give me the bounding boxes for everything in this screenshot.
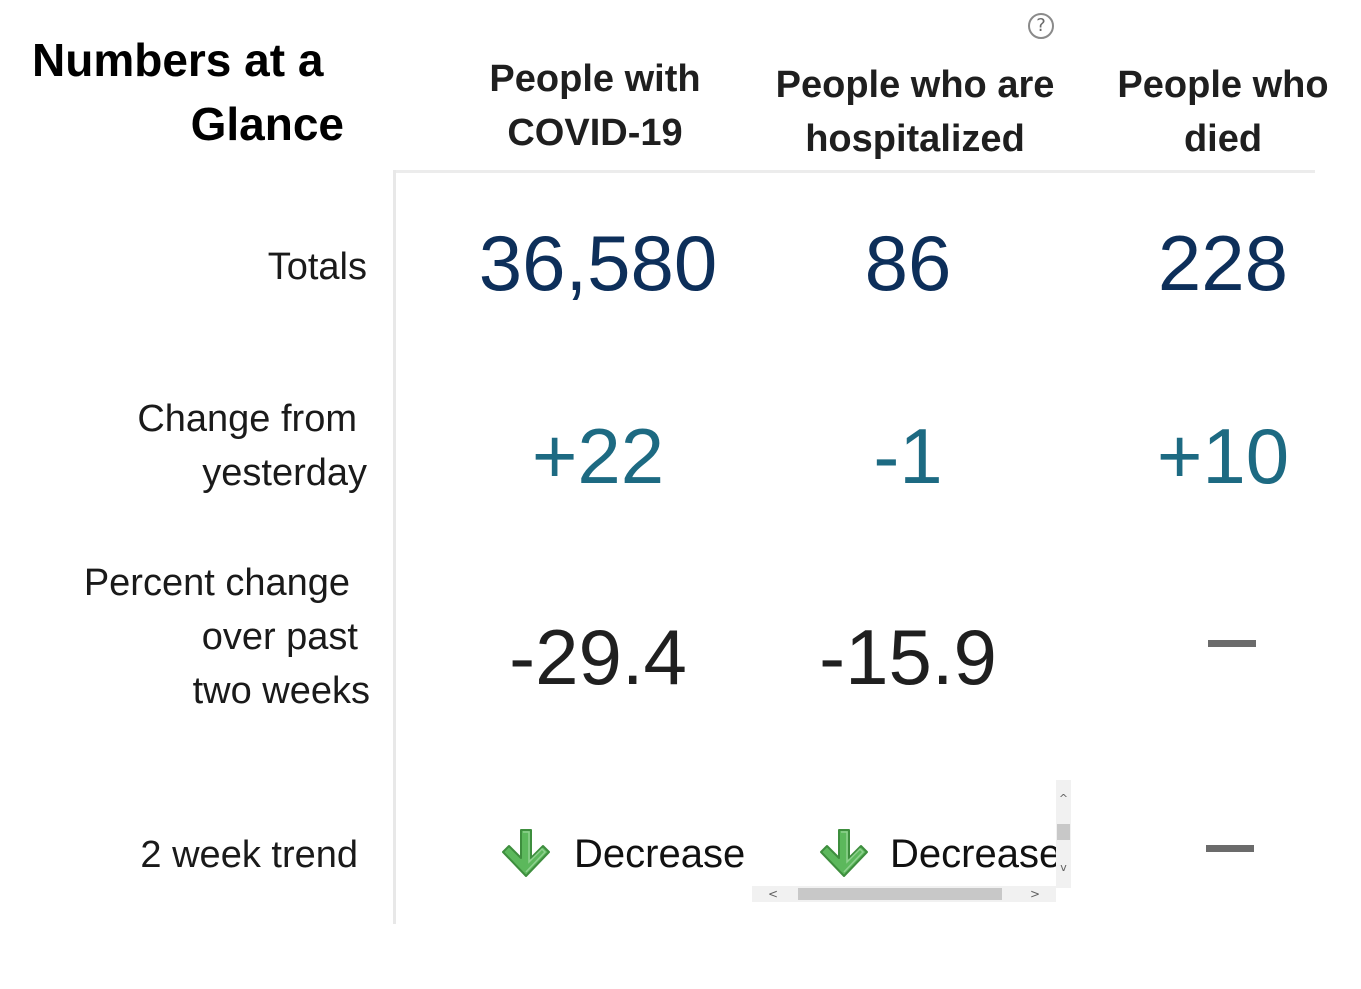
row-label-percent-line1: Percent change: [83, 562, 350, 604]
total-died-value: 228: [1157, 219, 1289, 307]
arrow-down-icon: [502, 829, 550, 877]
header-divider: [395, 170, 1315, 173]
total-cases-value: 36,580: [478, 219, 718, 307]
total-hospitalized-value: 86: [864, 219, 952, 307]
column-header-died-line2: died: [1183, 118, 1263, 160]
scroll-up-icon[interactable]: ^: [1058, 792, 1069, 805]
change-cases-value: +22: [531, 412, 665, 500]
label-divider: [393, 170, 396, 924]
trend-hospitalized-label: Decrease: [890, 832, 1062, 876]
dash-icon: [1208, 640, 1256, 647]
trend-hospitalized: Decrease: [818, 826, 1061, 882]
column-header-hospitalized-line1: People who are: [775, 64, 1055, 106]
title-line-2: Glance: [190, 98, 344, 150]
column-header-died-line1: People who: [1117, 64, 1329, 106]
row-label-percent: Percent change over past two weeks: [30, 556, 370, 718]
change-died-value: +10: [1156, 412, 1290, 500]
horizontal-scroll-thumb[interactable]: [798, 888, 1002, 900]
scroll-down-icon[interactable]: v: [1060, 861, 1067, 874]
title-line-1: Numbers at a: [32, 34, 324, 86]
vertical-scroll-thumb[interactable]: [1057, 824, 1070, 840]
column-header-covid: People with COVID-19: [440, 52, 750, 160]
trend-cases-label: Decrease: [574, 832, 746, 876]
row-label-trend: 2 week trend: [140, 834, 358, 876]
percent-hospitalized-value: -15.9: [819, 613, 997, 701]
horizontal-scrollbar[interactable]: < >: [752, 886, 1056, 902]
scroll-right-icon[interactable]: >: [1029, 887, 1040, 901]
question-circle-icon[interactable]: ?: [1028, 13, 1054, 39]
trend-cases: Decrease: [500, 826, 745, 882]
column-header-covid-line1: People with: [489, 58, 701, 100]
row-label-change-line2: yesterday: [202, 452, 367, 494]
row-label-percent-line3: two weeks: [192, 670, 370, 712]
row-label-change-line1: Change from: [137, 398, 357, 440]
vertical-scrollbar[interactable]: ^ v: [1056, 780, 1071, 888]
scroll-left-icon[interactable]: <: [768, 887, 779, 901]
row-label-change: Change from yesterday: [40, 392, 367, 500]
change-hospitalized-value: -1: [873, 412, 943, 500]
dash-icon: [1206, 845, 1254, 852]
column-header-died: People who died: [1085, 58, 1361, 166]
arrow-down-icon: [820, 829, 868, 877]
percent-cases-value: -29.4: [509, 613, 687, 701]
column-header-hospitalized: People who are hospitalized: [755, 58, 1075, 166]
column-header-hospitalized-line2: hospitalized: [805, 118, 1025, 160]
page-title: Numbers at a Glance: [20, 28, 350, 156]
row-label-percent-line2: over past: [201, 616, 358, 658]
row-label-totals: Totals: [267, 246, 367, 288]
column-header-covid-line2: COVID-19: [507, 112, 683, 154]
